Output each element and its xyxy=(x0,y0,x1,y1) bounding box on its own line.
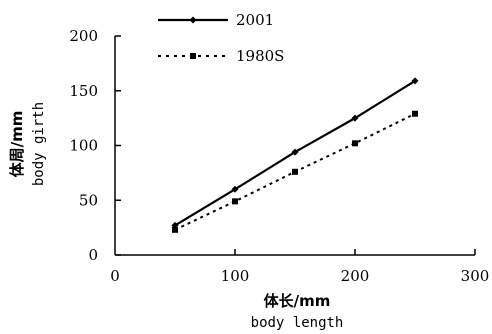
y-tick-label: 0 xyxy=(88,246,98,264)
legend-item: 2001 xyxy=(158,11,274,29)
data-point xyxy=(291,148,299,156)
series-1 xyxy=(171,77,419,229)
x-tick-label: 100 xyxy=(221,267,250,285)
axes xyxy=(114,36,475,256)
x-axis-title: 体长/mm xyxy=(264,292,331,310)
x-tick-label: 0 xyxy=(110,267,120,285)
data-point xyxy=(232,198,238,205)
y-axis-title-english: body girth xyxy=(31,102,47,186)
data-point xyxy=(189,16,197,24)
y-tick-label: 150 xyxy=(69,82,98,100)
x-tick-label: 300 xyxy=(461,267,490,285)
y-axis-title: 体周/mm xyxy=(8,111,26,178)
data-point xyxy=(351,114,359,122)
data-point xyxy=(411,77,419,85)
data-point xyxy=(292,168,298,175)
x-axis-ticks: 0 100 200 300 xyxy=(110,249,489,285)
legend-label: 1980S xyxy=(236,47,284,65)
legend: 2001 1980S xyxy=(158,11,284,65)
legend-label: 2001 xyxy=(236,11,274,29)
legend-item: 1980S xyxy=(158,47,284,65)
data-point xyxy=(231,185,239,193)
y-tick-label: 50 xyxy=(79,191,98,209)
x-axis-title-english: body length xyxy=(251,315,344,331)
y-tick-label: 100 xyxy=(69,137,98,155)
data-point xyxy=(412,110,418,117)
y-axis-ticks: 0 50 100 150 200 xyxy=(69,27,121,264)
data-point xyxy=(190,53,196,59)
x-tick-label: 200 xyxy=(341,267,370,285)
y-tick-label: 200 xyxy=(69,27,98,45)
data-point xyxy=(172,226,178,233)
series-2 xyxy=(172,110,418,233)
series-layer xyxy=(171,77,419,233)
data-point xyxy=(352,140,358,147)
